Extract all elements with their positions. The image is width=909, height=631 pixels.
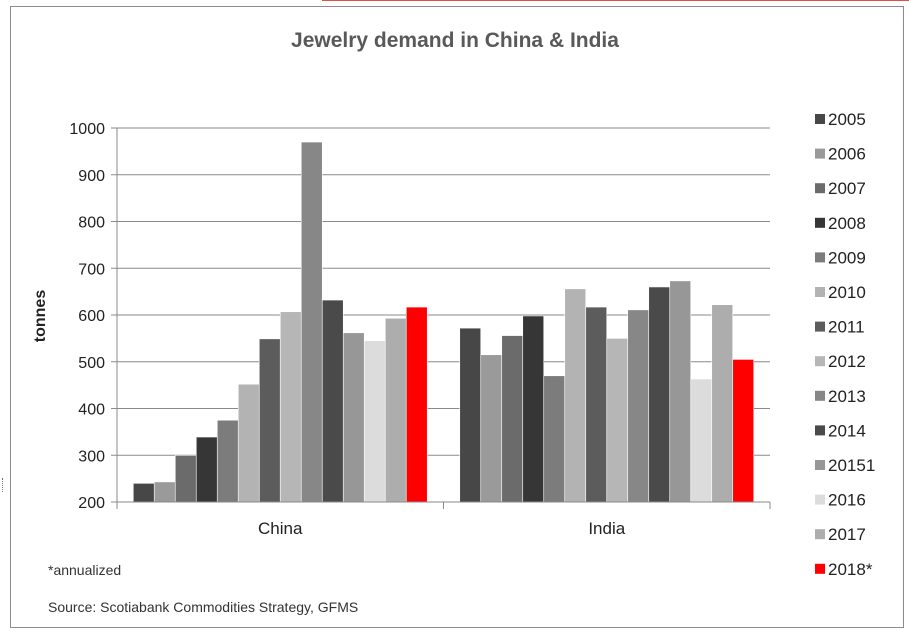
bar-china-2010 [237, 383, 260, 503]
chart-title: Jewelry demand in China & India [291, 29, 619, 52]
legend-label: 2012 [828, 352, 866, 371]
legend-swatch [815, 425, 825, 436]
bar-india-2018 [732, 359, 755, 503]
y-tick-label: 500 [78, 355, 105, 372]
bar-china-2008 [195, 436, 218, 503]
legend-swatch [815, 148, 825, 159]
legend-label: 2007 [828, 179, 866, 198]
legend-swatch [815, 529, 825, 540]
bar-india-2016 [690, 378, 713, 503]
legend-swatch [815, 183, 825, 194]
y-tick-label: 400 [78, 402, 105, 419]
bar-india-2010 [564, 288, 587, 503]
bar-india-20151 [669, 280, 692, 503]
legend-label: 2016 [828, 491, 866, 510]
legend-label: 20151 [828, 456, 875, 475]
x-category-label: India [588, 519, 625, 538]
bar-india-2012 [606, 338, 629, 503]
bar-china-20151 [342, 332, 365, 503]
legend-label: 2013 [828, 387, 866, 406]
legend-swatch [815, 494, 825, 505]
bar-india-2008 [522, 315, 545, 503]
legend-swatch [815, 321, 825, 332]
bar-china-2017 [384, 317, 407, 503]
bar-china-2007 [174, 454, 197, 503]
legend-label: 2006 [828, 145, 866, 164]
x-category-labels: China India [258, 519, 626, 538]
legend-label: 2010 [828, 283, 866, 302]
legend-label: 2005 [828, 110, 866, 129]
bar-china-2006 [153, 481, 176, 503]
legend-swatch [815, 390, 825, 401]
bar-china-2016 [363, 340, 386, 503]
annualized-note: *annualized [48, 562, 122, 578]
x-category-label: China [258, 519, 303, 538]
bar-india-2014 [648, 286, 671, 503]
y-tick-label: 800 [78, 215, 105, 232]
legend-swatch [815, 563, 825, 574]
y-tick-label: 200 [78, 495, 105, 512]
bar-india-2011 [585, 306, 608, 503]
legend-label: 2009 [828, 248, 866, 267]
bar-china-2014 [321, 299, 344, 503]
y-tick-label: 700 [78, 261, 105, 278]
bar-china-2018 [405, 306, 428, 503]
y-tick-label: 900 [78, 168, 105, 185]
bar-india-2017 [711, 304, 734, 503]
source-note: Source: Scotiabank Commodities Strategy,… [48, 599, 359, 615]
bar-india-2013 [627, 309, 650, 503]
bar-india-2006 [480, 354, 503, 503]
legend-label: 2018* [828, 560, 873, 579]
y-tick-label: 600 [78, 308, 105, 325]
bars [132, 141, 755, 503]
bar-india-2007 [501, 335, 524, 503]
legend-label: 2011 [828, 318, 865, 337]
legend-label: 2017 [828, 525, 866, 544]
y-axis-label: tonnes [32, 290, 49, 343]
y-tick-label: 300 [78, 448, 105, 465]
bar-india-2009 [543, 375, 566, 503]
bar-china-2005 [132, 482, 155, 503]
axes [116, 128, 771, 509]
bar-india-2005 [459, 327, 482, 503]
bar-china-2009 [216, 419, 239, 503]
bar-china-2011 [258, 338, 281, 503]
legend: 2005 2006 2007 2008 2009 2010 2011 2012 2013 2014… [815, 110, 875, 579]
bar-china-2012 [279, 311, 302, 503]
legend-label: 2008 [828, 214, 866, 233]
y-tick-label: 1000 [69, 121, 105, 138]
edge-marker [2, 478, 5, 492]
legend-swatch [815, 252, 825, 263]
chart-frame [10, 6, 904, 628]
legend-swatch [815, 460, 825, 470]
legend-swatch [815, 356, 825, 367]
top-accent-line [322, 0, 909, 1]
legend-swatch [815, 114, 825, 124]
legend-label: 2014 [828, 421, 866, 440]
y-tick-labels: 200 300 400 500 600 700 800 900 1000 [69, 121, 105, 512]
bar-china-2013 [300, 141, 323, 503]
legend-swatch [815, 287, 825, 297]
legend-swatch [815, 217, 825, 228]
